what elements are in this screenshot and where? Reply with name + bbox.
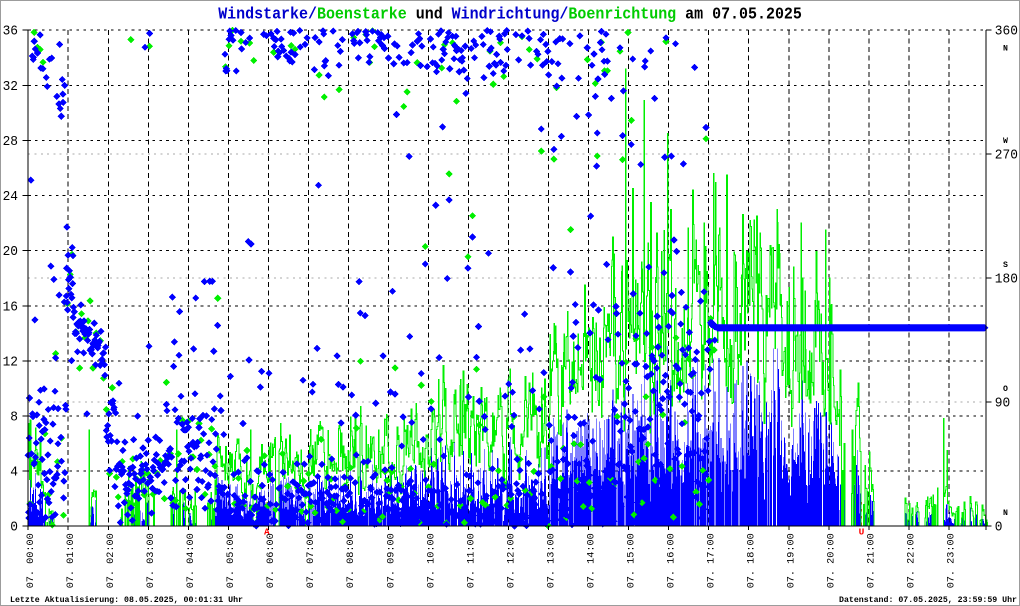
svg-text:N: N xyxy=(1003,45,1008,54)
svg-text:Letzte Aktualisierung: 08.05.2: Letzte Aktualisierung: 08.05.2025, 00:01… xyxy=(10,595,243,605)
svg-text:07. 01:00: 07. 01:00 xyxy=(66,533,77,588)
svg-text:A: A xyxy=(264,527,270,538)
svg-text:W: W xyxy=(1003,137,1008,146)
svg-text:07. 13:00: 07. 13:00 xyxy=(546,533,557,588)
svg-text:07. 07:00: 07. 07:00 xyxy=(306,533,317,588)
svg-text:07. 23:00: 07. 23:00 xyxy=(947,533,958,588)
svg-text:4: 4 xyxy=(10,465,18,481)
svg-text:07. 21:00: 07. 21:00 xyxy=(867,533,878,588)
svg-text:07. 19:00: 07. 19:00 xyxy=(787,533,798,588)
svg-text:Datenstand: 07.05.2025, 23:59:: Datenstand: 07.05.2025, 23:59:59 Uhr xyxy=(839,595,1017,605)
svg-text:07. 12:00: 07. 12:00 xyxy=(506,533,517,588)
svg-text:20: 20 xyxy=(3,244,18,260)
svg-text:07. 18:00: 07. 18:00 xyxy=(747,533,758,588)
svg-text:U: U xyxy=(859,527,865,538)
svg-text:07. 20:00: 07. 20:00 xyxy=(827,533,838,588)
svg-text:07. 08:00: 07. 08:00 xyxy=(346,533,357,588)
svg-text:07. 16:00: 07. 16:00 xyxy=(667,533,678,588)
svg-text:07. 15:00: 07. 15:00 xyxy=(627,533,638,588)
svg-text:36: 36 xyxy=(3,24,18,40)
svg-text:28: 28 xyxy=(3,134,18,150)
svg-text:07. 11:00: 07. 11:00 xyxy=(466,533,477,588)
svg-text:N: N xyxy=(1003,509,1008,518)
svg-text:16: 16 xyxy=(3,299,18,315)
svg-text:S: S xyxy=(1003,261,1008,270)
svg-text:360: 360 xyxy=(995,24,1018,40)
svg-text:0: 0 xyxy=(10,520,18,536)
svg-text:12: 12 xyxy=(3,354,18,370)
svg-text:Windstarke/Boenstarke und Wind: Windstarke/Boenstarke und Windrichtung/B… xyxy=(218,5,802,24)
svg-text:07. 04:00: 07. 04:00 xyxy=(186,533,197,588)
svg-text:07. 00:00: 07. 00:00 xyxy=(26,533,37,588)
svg-text:8: 8 xyxy=(10,410,18,426)
svg-text:07. 03:00: 07. 03:00 xyxy=(146,533,157,588)
svg-text:07. 22:00: 07. 22:00 xyxy=(907,533,918,588)
svg-text:90: 90 xyxy=(995,396,1010,412)
svg-text:07. 14:00: 07. 14:00 xyxy=(586,533,597,588)
svg-text:07. 06:00: 07. 06:00 xyxy=(266,533,277,588)
svg-text:07. 09:00: 07. 09:00 xyxy=(386,533,397,588)
svg-text:07. 10:00: 07. 10:00 xyxy=(426,533,437,588)
svg-text:07. 05:00: 07. 05:00 xyxy=(226,533,237,588)
svg-text:O: O xyxy=(1003,385,1008,394)
svg-text:0: 0 xyxy=(995,520,1003,536)
svg-text:07. 02:00: 07. 02:00 xyxy=(106,533,117,588)
svg-text:270: 270 xyxy=(995,148,1018,164)
svg-text:24: 24 xyxy=(3,189,18,205)
svg-text:32: 32 xyxy=(3,79,18,95)
svg-text:07. 17:00: 07. 17:00 xyxy=(707,533,718,588)
svg-text:180: 180 xyxy=(995,272,1018,288)
